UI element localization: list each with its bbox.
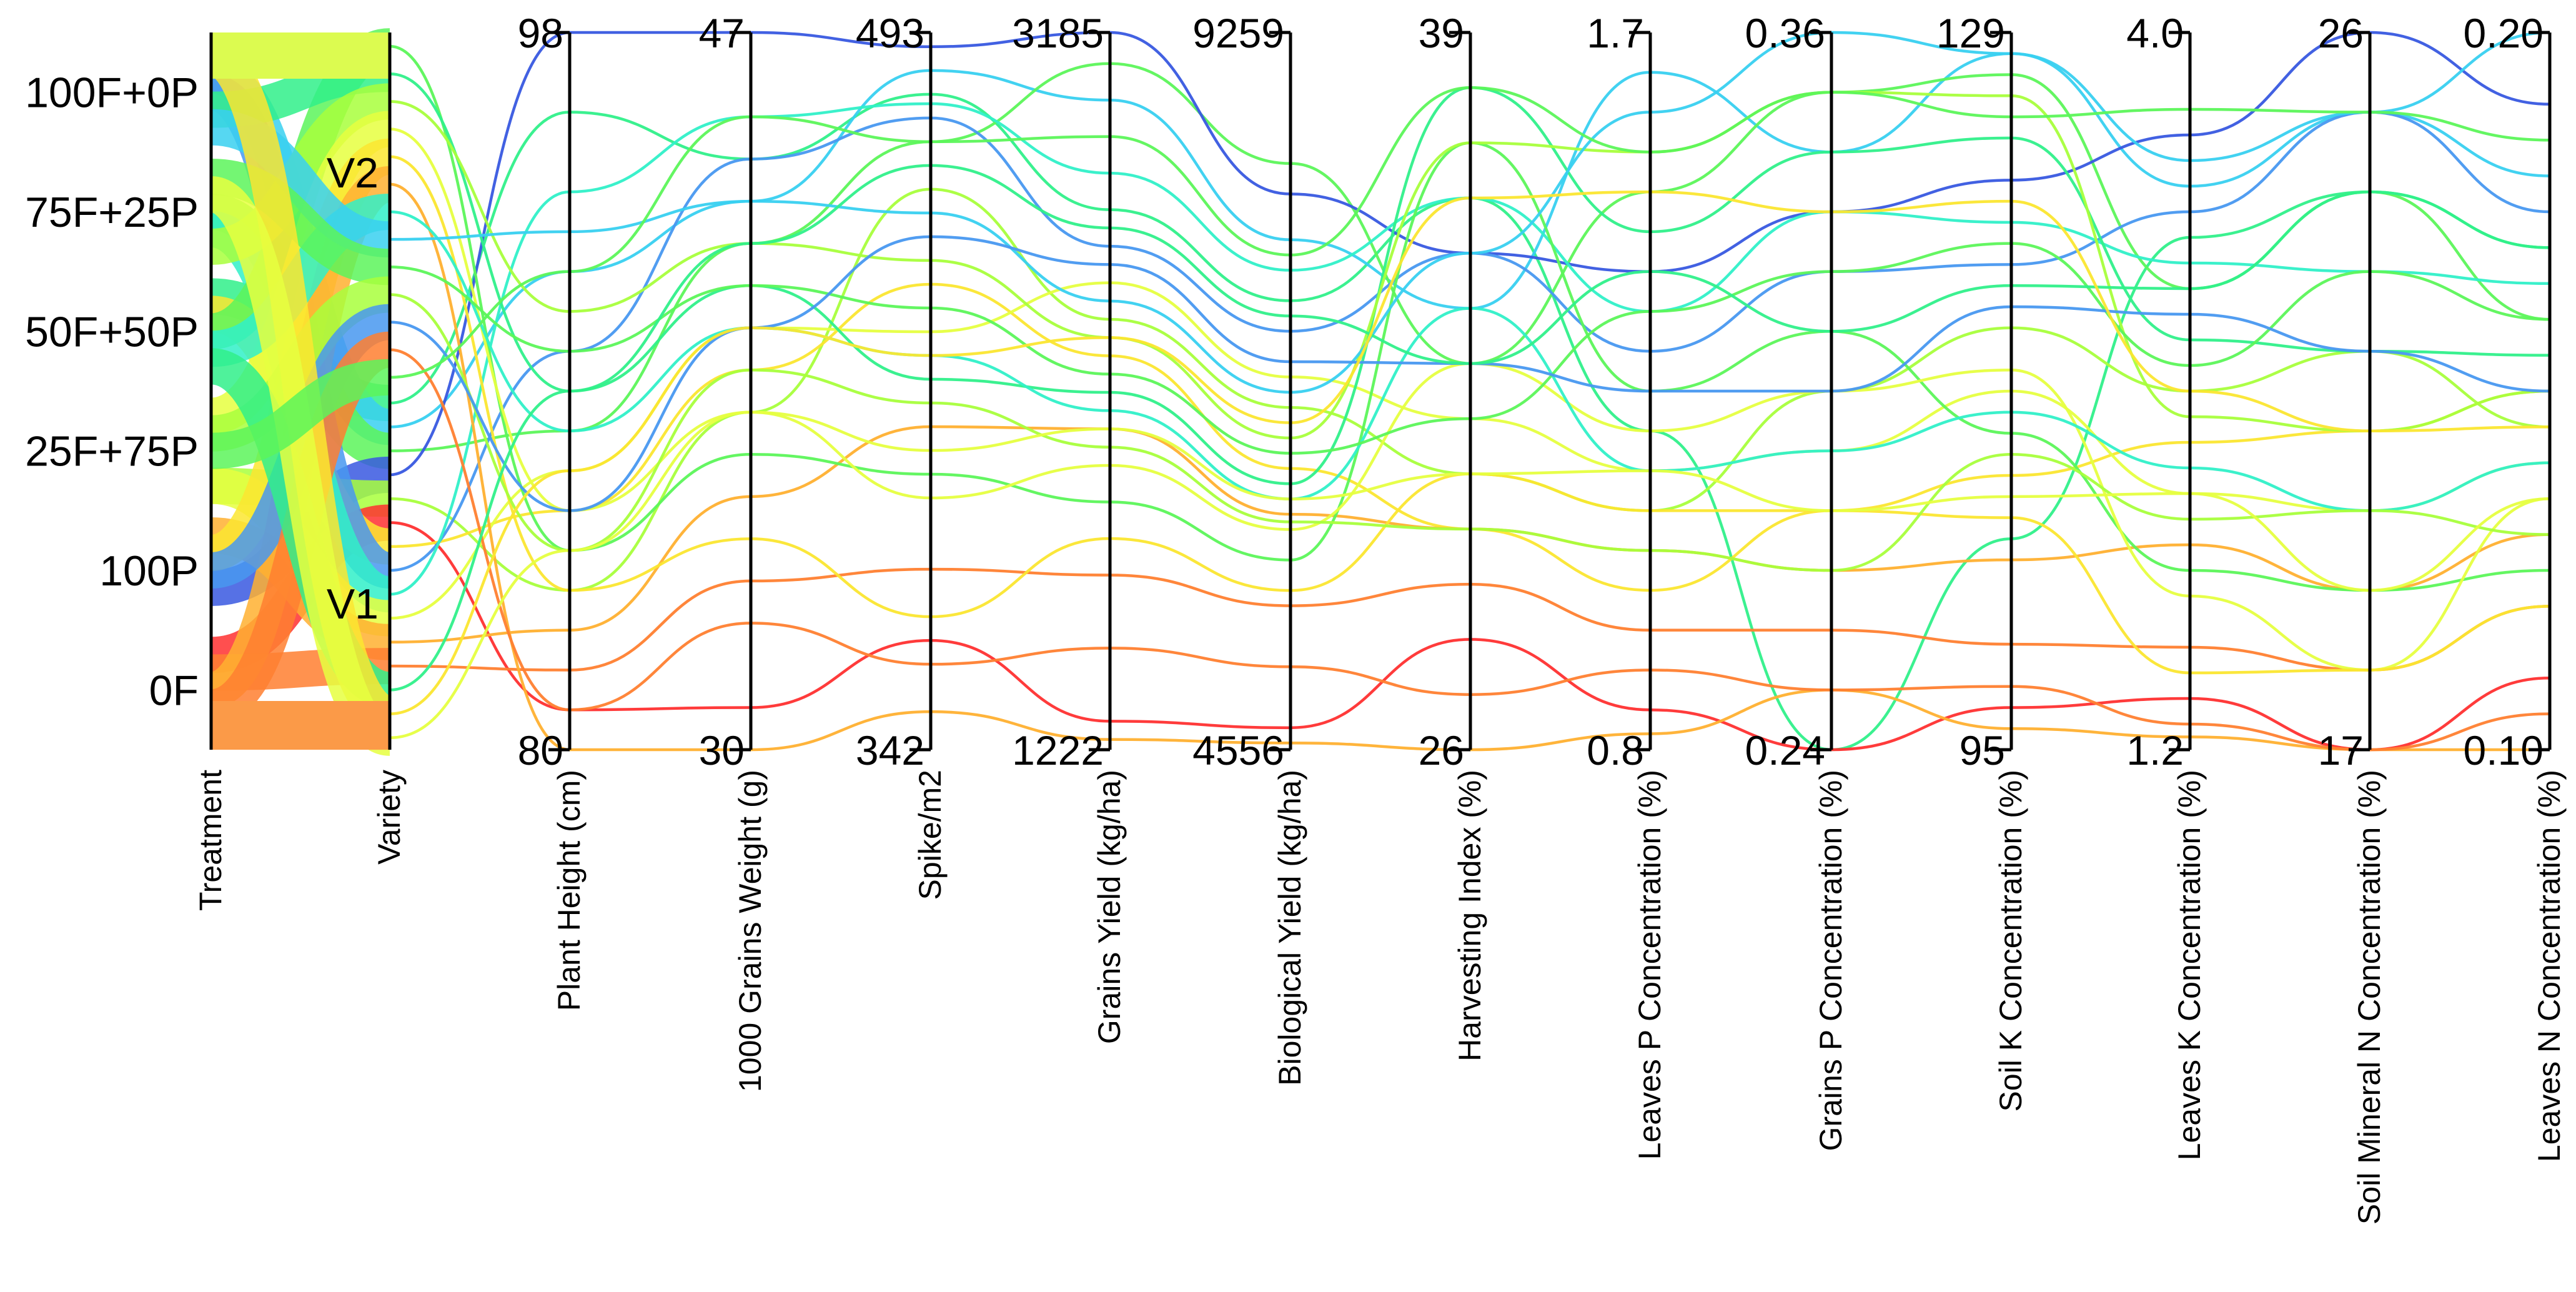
- axis-min-label: 0.24: [1745, 727, 1825, 773]
- record-line: [389, 155, 2550, 675]
- variety-category-label: V2: [327, 149, 379, 197]
- axis-min-label: 17: [2318, 727, 2364, 773]
- record-line: [389, 72, 2550, 485]
- treatment-category-label: 100F+0P: [25, 69, 199, 117]
- axis-max-label: 493: [856, 10, 924, 56]
- axis-title: Plant Height (cm): [552, 770, 587, 1011]
- axis-max-label: 3185: [1012, 10, 1104, 56]
- axis-title: Variety: [372, 770, 407, 865]
- axis-min-label: 0.8: [1587, 727, 1644, 773]
- axis-max-label: 129: [1936, 10, 2005, 56]
- axis-title: Grains Yield (kg/ha): [1092, 770, 1127, 1044]
- axis-max-label: 1.7: [1587, 10, 1644, 56]
- axis-title: Leaves N Concentration (%): [2532, 770, 2567, 1162]
- treatment-category-label: 0F: [149, 667, 199, 714]
- axis-min-label: 30: [699, 727, 745, 773]
- record-line: [389, 293, 2550, 572]
- axis-title: Leaves P Concentration (%): [1632, 770, 1667, 1160]
- treatment-category-label: 75F+25P: [25, 189, 199, 236]
- treatment-category-label: 50F+50P: [25, 308, 199, 355]
- axis-max-label: 98: [518, 10, 563, 56]
- category-blocks: [211, 32, 390, 750]
- axis-title: Soil K Concentration (%): [1993, 770, 2028, 1111]
- axis-max-label: 47: [699, 10, 745, 56]
- axis-min-label: 342: [856, 727, 924, 773]
- axis-max-label: 4.0: [2126, 10, 2184, 56]
- axes: [209, 31, 2552, 752]
- axis-title: Soil Mineral N Concentration (%): [2352, 770, 2387, 1225]
- axis-max-label: 9259: [1192, 10, 1284, 56]
- variety-category-label: V1: [327, 580, 379, 628]
- record-line: [389, 190, 2550, 715]
- axis-title: Treatment: [193, 770, 228, 911]
- treatment-category-label: 25F+75P: [25, 428, 199, 475]
- axis-min-label: 1.2: [2126, 727, 2184, 773]
- axis-title: Harvesting Index (%): [1452, 770, 1487, 1061]
- treatment-block-100F0P: [211, 32, 390, 79]
- axis-max-label: 0.36: [1745, 10, 1825, 56]
- treatment-ribbon: [210, 159, 391, 286]
- axis-min-label: 95: [1959, 727, 2005, 773]
- axis-min-label: 1222: [1012, 727, 1104, 773]
- axis-title: Leaves K Concentration (%): [2172, 770, 2207, 1160]
- treatment-category-label: 100P: [99, 547, 199, 595]
- axis-title: 1000 Grains Weight (g): [733, 770, 768, 1092]
- axis-min-label: 26: [1419, 727, 1464, 773]
- record-line: [389, 86, 2550, 379]
- record-line: [389, 410, 2550, 740]
- record-line: [389, 235, 2550, 512]
- treatment-ribbon: [211, 359, 390, 469]
- axis-min-label: 80: [518, 727, 563, 773]
- axis-max-label: 39: [1419, 10, 1464, 56]
- record-line: [389, 31, 2550, 477]
- axis-title: Biological Yield (kg/ha): [1272, 770, 1307, 1086]
- axis-max-label: 26: [2318, 10, 2364, 56]
- axis-title: Spike/m2: [913, 770, 948, 900]
- treatment-block-0F: [211, 701, 390, 750]
- axis-min-label: 0.10: [2464, 727, 2544, 773]
- axis-min-label: 4556: [1192, 727, 1284, 773]
- axis-title: Grains P Concentration (%): [1813, 770, 1848, 1151]
- record-line: [389, 182, 2550, 752]
- record-line: [389, 348, 2550, 752]
- record-line: [389, 210, 2550, 512]
- axis-max-label: 0.20: [2464, 10, 2544, 56]
